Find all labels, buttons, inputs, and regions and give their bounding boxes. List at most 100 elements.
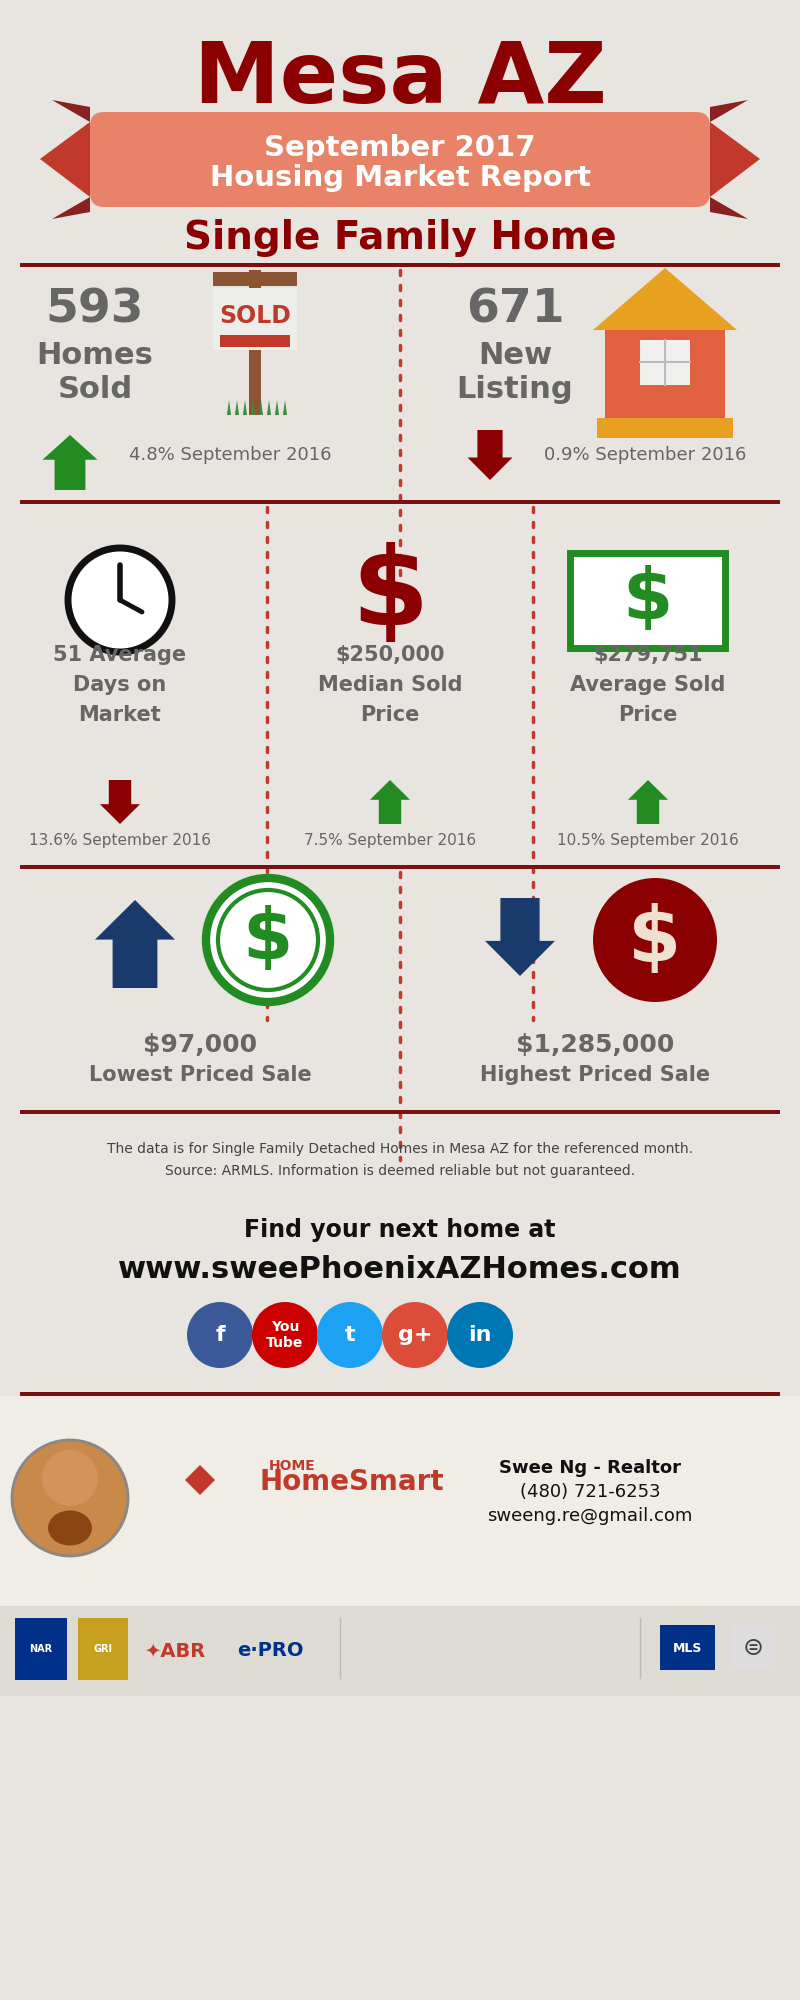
Text: MLS: MLS	[674, 1642, 702, 1654]
Bar	[249, 270, 261, 416]
Text: Mesa AZ: Mesa AZ	[194, 38, 606, 122]
Bar	[20, 864, 780, 868]
Bar	[78, 1618, 128, 1680]
Text: ⊜: ⊜	[742, 1636, 763, 1660]
Circle shape	[206, 878, 330, 1002]
Polygon shape	[52, 100, 90, 122]
Circle shape	[187, 1302, 253, 1368]
Bar	[20, 1110, 780, 1114]
Bar	[640, 340, 690, 384]
Bar	[20, 1392, 780, 1396]
Text: Listing: Listing	[457, 376, 574, 404]
Bar	[597, 418, 733, 438]
Text: Highest Priced Sale: Highest Priced Sale	[480, 1064, 710, 1084]
Text: 7.5% September 2016: 7.5% September 2016	[304, 832, 476, 848]
Polygon shape	[95, 900, 175, 988]
Circle shape	[68, 548, 172, 652]
Text: New: New	[478, 340, 552, 370]
Polygon shape	[485, 898, 555, 976]
Bar	[15, 1618, 67, 1680]
Polygon shape	[593, 268, 737, 330]
Text: 10.5% September 2016: 10.5% September 2016	[557, 832, 739, 848]
Polygon shape	[467, 430, 513, 480]
Text: SOLD: SOLD	[219, 304, 291, 328]
Text: $: $	[351, 542, 429, 648]
Bar	[0, 1396, 800, 1606]
Text: HomeSmart: HomeSmart	[260, 1468, 445, 1496]
Circle shape	[12, 1440, 128, 1556]
Text: $279,751
Average Sold
Price: $279,751 Average Sold Price	[570, 646, 726, 724]
Text: (480) 721-6253: (480) 721-6253	[520, 1484, 660, 1500]
Text: Lowest Priced Sale: Lowest Priced Sale	[89, 1064, 311, 1084]
Polygon shape	[227, 400, 231, 416]
Polygon shape	[42, 436, 98, 490]
Circle shape	[218, 890, 318, 990]
Circle shape	[382, 1302, 448, 1368]
Polygon shape	[235, 400, 239, 416]
Text: 593: 593	[46, 288, 144, 332]
Bar	[570, 552, 725, 648]
Text: GRI: GRI	[94, 1644, 113, 1654]
Circle shape	[593, 878, 717, 1002]
Text: You
Tube: You Tube	[266, 1320, 304, 1350]
Polygon shape	[251, 400, 255, 416]
Bar	[213, 272, 297, 286]
Text: Homes: Homes	[37, 340, 154, 370]
Bar	[20, 262, 780, 266]
Text: sweeng.re@gmail.com: sweeng.re@gmail.com	[487, 1508, 693, 1524]
Polygon shape	[259, 400, 263, 416]
Text: 0.9% September 2016: 0.9% September 2016	[544, 446, 746, 464]
Text: HOME: HOME	[269, 1460, 316, 1472]
Bar	[660, 1624, 715, 1670]
Polygon shape	[100, 780, 140, 824]
Text: $97,000: $97,000	[143, 1032, 257, 1056]
Text: Sold: Sold	[58, 376, 133, 404]
Polygon shape	[52, 198, 90, 218]
Text: www.sweePhoenixAZHomes.com: www.sweePhoenixAZHomes.com	[118, 1256, 682, 1284]
Polygon shape	[40, 122, 90, 198]
Text: 51 Average
Days on
Market: 51 Average Days on Market	[54, 646, 186, 724]
Bar	[570, 552, 725, 648]
Text: September 2017: September 2017	[264, 134, 536, 162]
Polygon shape	[628, 780, 668, 824]
Bar	[605, 330, 725, 418]
Text: $1,285,000: $1,285,000	[516, 1032, 674, 1056]
Polygon shape	[243, 400, 247, 416]
Text: NAR: NAR	[30, 1644, 53, 1654]
Circle shape	[252, 1302, 318, 1368]
Polygon shape	[710, 122, 760, 198]
Bar	[20, 500, 780, 504]
Text: $250,000
Median Sold
Price: $250,000 Median Sold Price	[318, 646, 462, 724]
Circle shape	[42, 1450, 98, 1506]
Text: Single Family Home: Single Family Home	[184, 218, 616, 256]
Polygon shape	[283, 400, 287, 416]
Bar	[0, 1606, 800, 1696]
Text: $: $	[629, 904, 682, 976]
Circle shape	[317, 1302, 383, 1368]
Text: e·PRO: e·PRO	[237, 1642, 303, 1660]
Bar	[730, 1624, 775, 1670]
Circle shape	[447, 1302, 513, 1368]
Text: Housing Market Report: Housing Market Report	[210, 164, 590, 192]
Text: 13.6% September 2016: 13.6% September 2016	[29, 832, 211, 848]
Text: Swee Ng - Realtor: Swee Ng - Realtor	[499, 1460, 681, 1476]
Polygon shape	[267, 400, 271, 416]
Polygon shape	[275, 400, 279, 416]
Text: 4.8% September 2016: 4.8% September 2016	[129, 446, 331, 464]
Text: t: t	[345, 1324, 355, 1344]
Text: $: $	[622, 566, 672, 634]
Polygon shape	[710, 198, 748, 218]
Text: g+: g+	[398, 1324, 432, 1344]
Text: $: $	[243, 906, 293, 974]
Bar	[213, 288, 297, 350]
Bar	[220, 334, 290, 348]
Polygon shape	[185, 1464, 215, 1496]
Bar	[213, 288, 297, 350]
Text: f: f	[215, 1324, 225, 1344]
Text: The data is for Single Family Detached Homes in Mesa AZ for the referenced month: The data is for Single Family Detached H…	[107, 1142, 693, 1178]
Polygon shape	[710, 100, 748, 122]
FancyBboxPatch shape	[90, 112, 710, 208]
Text: ✦ABR: ✦ABR	[144, 1642, 206, 1660]
Text: in: in	[468, 1324, 492, 1344]
Text: Find your next home at: Find your next home at	[244, 1218, 556, 1242]
